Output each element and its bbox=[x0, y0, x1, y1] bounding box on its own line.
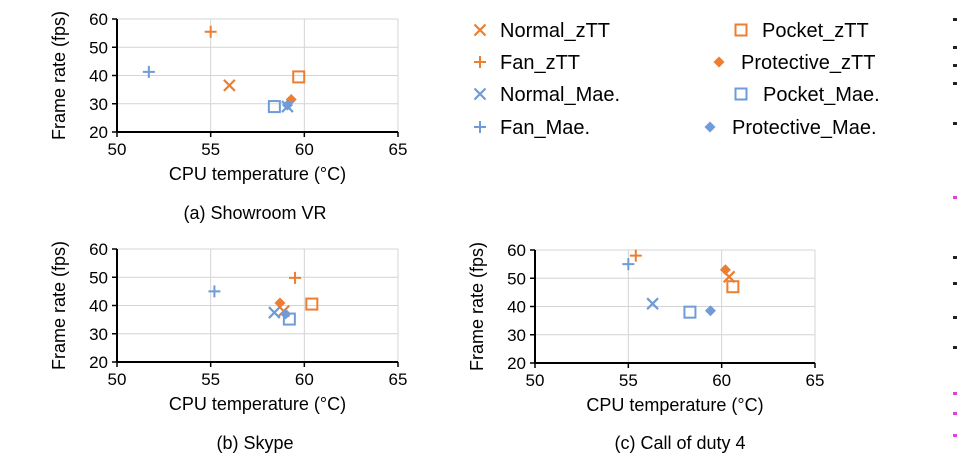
y-tick-label: 40 bbox=[507, 298, 526, 317]
chart-panel-3: 20 30 40 50 60 50 55 60 65 CPU temperature (°C) Fr… bbox=[467, 241, 824, 453]
point-protective-ztt bbox=[274, 297, 286, 309]
point-pocket-ztt bbox=[292, 70, 306, 84]
y-tick-label: 30 bbox=[507, 326, 526, 345]
edge-mark bbox=[953, 196, 957, 199]
x-tick-label: 50 bbox=[526, 371, 545, 390]
x-tick-label: 50 bbox=[108, 370, 127, 389]
edge-mark bbox=[953, 122, 957, 125]
legend-marker-fan-mae bbox=[474, 121, 486, 133]
point-fan-mae bbox=[142, 65, 155, 78]
point-protective-mae bbox=[280, 308, 292, 320]
legend-label: Protective_Mae. bbox=[732, 117, 877, 139]
legend: Normal_zTT Pocket_zTT Fan_zTT Protective_zT… bbox=[473, 20, 880, 139]
panel-caption: (b) Skype bbox=[216, 433, 293, 453]
x-tick-label: 65 bbox=[389, 370, 408, 389]
edge-mark bbox=[953, 346, 957, 349]
point-normal-mae bbox=[646, 297, 659, 310]
x-axis-label: CPU temperature (°C) bbox=[169, 164, 346, 184]
x-tick-label: 50 bbox=[108, 140, 127, 159]
point-protective-mae bbox=[704, 305, 716, 317]
legend-item-fan-ztt: Fan_zTT bbox=[474, 52, 580, 74]
legend-marker-pocket-mae bbox=[734, 87, 748, 101]
y-axis-label: Frame rate (fps) bbox=[49, 11, 69, 140]
legend-label: Normal_zTT bbox=[500, 20, 610, 42]
y-tick-label: 30 bbox=[89, 95, 108, 114]
legend-marker-normal-ztt bbox=[473, 23, 487, 37]
edge-mark bbox=[953, 64, 957, 67]
legend-label: Pocket_Mae. bbox=[763, 84, 880, 106]
y-tick-label: 60 bbox=[89, 10, 108, 29]
y-tick-label: 20 bbox=[89, 353, 108, 372]
y-axis-label: Frame rate (fps) bbox=[467, 242, 487, 371]
y-tick-label: 30 bbox=[89, 325, 108, 344]
edge-mark bbox=[953, 412, 957, 415]
panel-caption: (c) Call of duty 4 bbox=[614, 433, 745, 453]
legend-marker-protective-mae bbox=[704, 121, 716, 133]
y-tick-label: 50 bbox=[89, 268, 108, 287]
legend-label: Protective_zTT bbox=[741, 52, 875, 74]
x-tick-label: 60 bbox=[712, 371, 731, 390]
chart-panel-1: 20 30 40 50 60 50 55 60 65 CPU temperature (°C) Fr… bbox=[49, 10, 407, 223]
x-tick-label: 55 bbox=[201, 140, 220, 159]
point-fan-ztt bbox=[288, 271, 301, 284]
legend-label: Pocket_zTT bbox=[762, 20, 869, 42]
edge-mark bbox=[953, 316, 957, 319]
legend-label: Fan_Mae. bbox=[500, 117, 590, 139]
edge-mark bbox=[953, 392, 957, 395]
legend-item-normal-mae: Normal_Mae. bbox=[473, 84, 620, 106]
x-tick-label: 55 bbox=[619, 371, 638, 390]
y-tick-label: 20 bbox=[507, 354, 526, 373]
panel-caption: (a) Showroom VR bbox=[183, 203, 326, 223]
x-tick-label: 65 bbox=[389, 140, 408, 159]
x-axis-label: CPU temperature (°C) bbox=[169, 394, 346, 414]
y-tick-label: 50 bbox=[89, 38, 108, 57]
x-tick-label: 55 bbox=[201, 370, 220, 389]
legend-marker-pocket-ztt bbox=[734, 23, 748, 37]
edge-mark bbox=[953, 18, 957, 21]
point-fan-ztt bbox=[204, 25, 217, 38]
legend-marker-normal-mae bbox=[473, 87, 487, 101]
legend-item-pocket-mae: Pocket_Mae. bbox=[734, 84, 880, 106]
y-tick-label: 40 bbox=[89, 67, 108, 86]
legend-item-normal-ztt: Normal_zTT bbox=[473, 20, 610, 42]
point-normal-ztt bbox=[223, 79, 236, 92]
y-tick-label: 40 bbox=[89, 297, 108, 316]
legend-label: Normal_Mae. bbox=[500, 84, 620, 106]
edge-mark bbox=[953, 82, 957, 85]
y-tick-label: 60 bbox=[507, 241, 526, 260]
point-protective-mae bbox=[281, 99, 293, 111]
legend-item-protective-mae: Protective_Mae. bbox=[704, 117, 877, 139]
y-tick-label: 50 bbox=[507, 269, 526, 288]
x-tick-label: 65 bbox=[806, 371, 825, 390]
edge-mark bbox=[953, 256, 957, 259]
y-axis-label: Frame rate (fps) bbox=[49, 241, 69, 370]
y-tick-label: 20 bbox=[89, 123, 108, 142]
point-protective-ztt bbox=[719, 264, 731, 276]
point-fan-mae bbox=[622, 258, 635, 271]
point-pocket-mae bbox=[683, 305, 697, 319]
legend-item-pocket-ztt: Pocket_zTT bbox=[734, 20, 869, 42]
x-axis-label: CPU temperature (°C) bbox=[586, 395, 763, 415]
x-tick-label: 60 bbox=[295, 140, 314, 159]
edge-mark bbox=[953, 46, 957, 49]
edge-mark bbox=[953, 434, 957, 437]
point-fan-ztt bbox=[629, 249, 642, 262]
point-pocket-ztt bbox=[726, 280, 740, 294]
point-pocket-mae bbox=[267, 100, 281, 114]
x-tick-label: 60 bbox=[295, 370, 314, 389]
y-tick-label: 60 bbox=[89, 240, 108, 259]
point-pocket-ztt bbox=[305, 297, 319, 311]
edge-mark bbox=[953, 282, 957, 285]
legend-item-protective-ztt: Protective_zTT bbox=[713, 52, 875, 74]
point-normal-mae bbox=[268, 306, 281, 319]
legend-item-fan-mae: Fan_Mae. bbox=[474, 117, 590, 139]
legend-marker-protective-ztt bbox=[713, 56, 725, 68]
legend-label: Fan_zTT bbox=[500, 52, 580, 74]
chart-panel-2: 20 30 40 50 60 50 55 60 65 CPU temperature (°C) Fr… bbox=[49, 240, 407, 453]
legend-marker-fan-ztt bbox=[474, 56, 486, 68]
point-fan-mae bbox=[208, 285, 221, 298]
